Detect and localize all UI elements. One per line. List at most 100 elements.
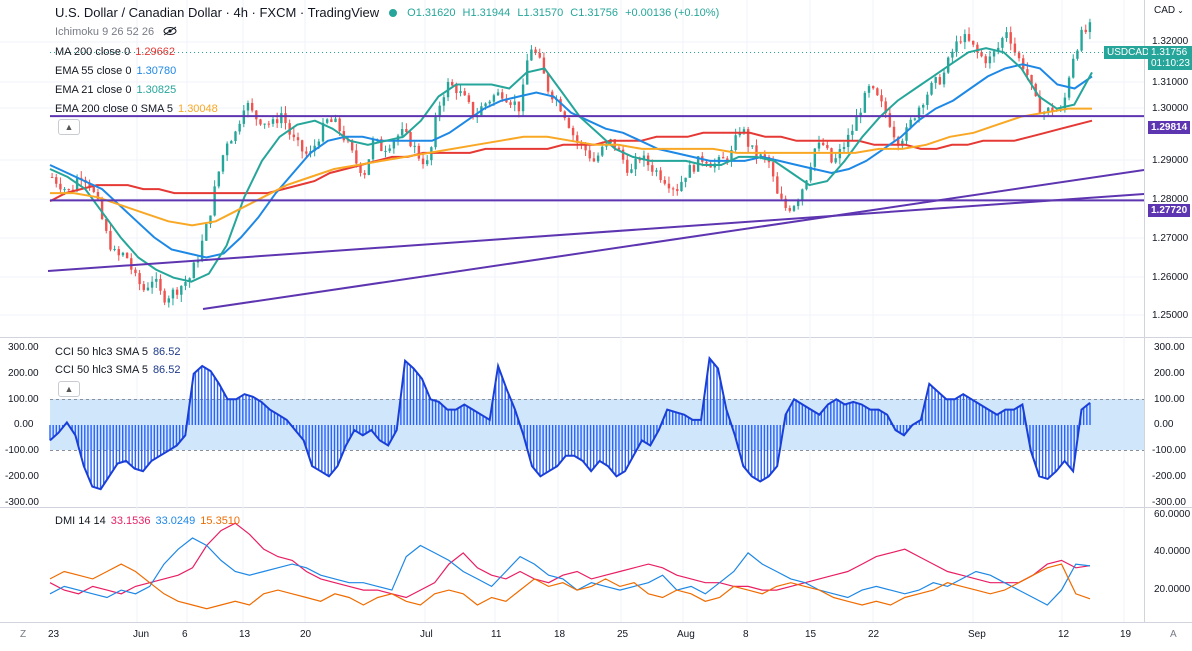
currency-label: CAD [1154,5,1176,16]
candle [621,146,625,164]
candle [409,130,412,148]
dmi-line[interactable] [49,522,1091,599]
legend-label: EMA 55 close 0 [55,65,132,77]
ichimoku-label: Ichimoku 9 26 52 26 [55,26,155,38]
candle [188,277,191,288]
candle [805,179,808,191]
candle [1088,18,1092,40]
candle [263,123,266,129]
candle [571,125,575,142]
legend-ema55[interactable]: EMA 55 close 0 1.30780 [55,65,176,77]
close-value: C1.31756 [570,6,618,19]
candle [776,172,779,194]
chart-header: U.S. Dollar / Canadian Dollar · 4h · FXC… [55,5,723,20]
candle [942,67,946,88]
trendline-upper[interactable] [202,169,1145,310]
candle [367,159,371,176]
candle [826,141,829,150]
candle [296,132,300,147]
candle [967,27,971,43]
ichimoku-legend[interactable]: Ichimoku 9 26 52 26 [55,26,177,38]
candle [342,125,346,143]
legend-value: 1.30780 [136,65,177,77]
ma-line[interactable] [49,119,1093,203]
legend-dmi[interactable]: DMI 14 14 33.1536 33.0249 15.3510 [55,515,240,527]
hide-eye-icon[interactable] [163,26,177,36]
candle [125,252,129,259]
legend-label: DMI 14 14 [55,515,106,527]
candle [509,100,512,109]
ma-line[interactable] [49,47,1093,283]
cci-tick-left: 200.00 [8,368,39,379]
legend-ema200[interactable]: EMA 200 close 0 SMA 5 1.30048 [55,103,218,115]
auto-scale-icon[interactable]: A [1170,629,1177,640]
candle [142,280,145,293]
candle [463,87,466,96]
cci-tick-left: -200.00 [5,471,39,482]
collapse-legend-button[interactable]: ▲ [58,119,80,135]
moving-average-lines [49,47,1093,283]
bar-countdown: 01:10:23 [1151,58,1190,69]
candle [134,267,137,277]
cci-line[interactable] [49,355,1091,491]
candle [888,107,892,128]
legend-ma200[interactable]: MA 200 close 0 1.29662 [55,46,175,58]
ohlc-values: O1.31620 H1.31944 L1.31570 C1.31756 +0.0… [407,7,723,19]
trendlines [47,169,1145,310]
candle [626,154,629,176]
candle [751,145,754,150]
low-value: L1.31570 [517,6,564,19]
candle [330,117,333,123]
time-tick: 8 [743,629,749,640]
legend-ema21[interactable]: EMA 21 close 0 1.30825 [55,84,176,96]
dmi-line[interactable] [49,563,1091,610]
candle [542,52,546,74]
time-tick: Sep [968,629,986,640]
candle [163,288,166,306]
zoom-icon[interactable]: Z [20,629,27,640]
candle [1072,54,1075,79]
candle [167,295,170,308]
ma-line[interactable] [50,107,1092,227]
candle [880,89,883,108]
candle [834,153,837,164]
candle [192,260,195,279]
dmi-line[interactable] [49,537,1091,606]
candle [676,183,679,196]
candle [755,139,758,164]
price-tick: 1.29000 [1152,155,1189,166]
candle [871,85,875,90]
price-tick: 1.27000 [1152,233,1189,244]
candle [913,117,917,122]
candle [567,115,571,129]
cci-tick-left: -300.00 [5,497,39,508]
candle [663,176,666,186]
candle [576,131,579,150]
legend-cci-1[interactable]: CCI 50 hlc3 SMA 5 86.52 [55,346,180,358]
currency-selector[interactable]: CAD ⌄ [1154,5,1184,16]
collapse-cci-legend-button[interactable]: ▲ [58,381,80,397]
candle [767,154,771,169]
market-status-icon [389,8,398,17]
legend-cci-2[interactable]: CCI 50 hlc3 SMA 5 86.52 [55,364,180,376]
legend-value: 86.52 [152,346,181,358]
symbol-title[interactable]: U.S. Dollar / Canadian Dollar · 4h · FXC… [55,5,380,20]
candle [884,97,887,119]
candle [784,195,787,211]
trendline-lower[interactable] [47,193,1145,272]
candle [667,176,671,193]
candle [313,139,316,157]
candle [801,188,804,206]
candle [930,81,933,96]
candle [867,84,871,98]
cci-tick: 0.00 [1154,419,1174,430]
time-tick: 12 [1058,629,1070,640]
level-badge-lower: 1.27720 [1148,204,1191,217]
time-tick: 15 [805,629,817,640]
legend-value: 1.30048 [178,103,218,115]
ma-line[interactable] [49,63,1093,259]
legend-value-3: 15.3510 [200,515,241,527]
candle [1013,37,1017,56]
candle [321,118,325,143]
